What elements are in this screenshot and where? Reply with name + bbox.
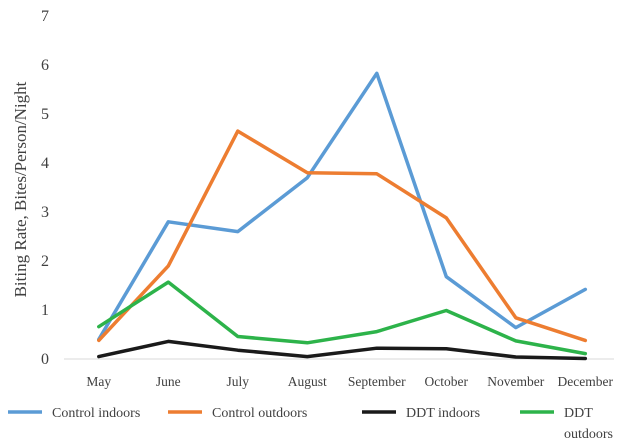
- x-tick-label: August: [288, 374, 327, 389]
- x-tick-label: September: [348, 374, 406, 389]
- legend-label: DDT outdoors: [564, 406, 613, 441]
- y-tick-label: 3: [41, 204, 49, 221]
- legend-label: Control indoors: [52, 406, 140, 421]
- y-tick-label: 6: [41, 57, 49, 74]
- series-line: [97, 129, 588, 343]
- x-tick-labels: May June July August September October Novembe…: [86, 374, 613, 389]
- y-tick-label: 4: [41, 155, 49, 172]
- x-tick-label: December: [558, 374, 614, 389]
- y-tick-labels: 0 1 2 3 4 5 6 7: [41, 8, 49, 368]
- x-tick-label: November: [487, 374, 544, 389]
- x-tick-label: July: [226, 374, 249, 389]
- x-tick-label: October: [425, 374, 469, 389]
- series-line: [97, 71, 588, 342]
- y-axis-title-group: Biting Rate, Bites/Person/Night: [11, 81, 30, 297]
- series-line: [97, 339, 588, 361]
- legend-label: Control outdoors: [212, 406, 307, 421]
- y-tick-label: 5: [41, 106, 49, 123]
- series-lines: [97, 71, 588, 361]
- series-line: [97, 280, 588, 356]
- legend: Control indoors Control outdoors DDT indoo…: [8, 406, 613, 442]
- y-tick-label: 2: [41, 253, 49, 270]
- y-axis-title: Biting Rate, Bites/Person/Night: [11, 81, 30, 297]
- y-tick-label: 1: [41, 302, 49, 319]
- y-tick-label: 0: [41, 351, 49, 368]
- x-tick-label: May: [86, 374, 111, 389]
- x-tick-label: June: [156, 374, 181, 389]
- y-tick-label: 7: [41, 8, 49, 25]
- legend-label: DDT indoors: [406, 406, 480, 421]
